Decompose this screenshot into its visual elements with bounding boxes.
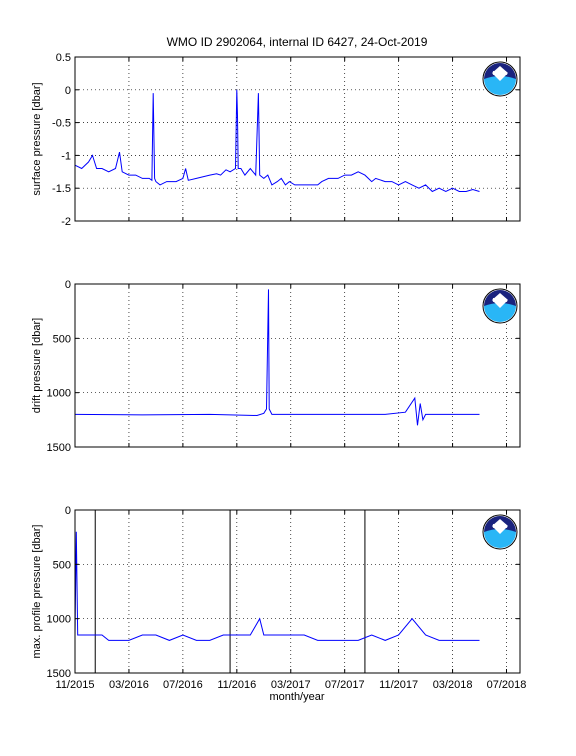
logo-text: NOAA — [493, 298, 508, 304]
y-tick-label: 0 — [65, 279, 71, 291]
plots: 0.5 0 -0.5 -1 -1.5 -2 surface pressure [dbar] N… — [31, 52, 526, 691]
logo-gull — [492, 519, 508, 534]
logo-gull — [492, 293, 508, 308]
series-line — [74, 89, 480, 193]
y-tick-label: -1.5 — [52, 183, 71, 195]
y-axis-label: drift pressure [dbar] — [31, 318, 43, 413]
panel-2: 0 500 1000 1500 drift pressure [dbar] NOAA — [31, 279, 521, 454]
y-tick-label: 0.5 — [56, 52, 71, 64]
noaa-logo-icon: NOAA — [482, 514, 518, 550]
x-tick-label: 03/2018 — [433, 679, 473, 691]
y-tick-label: 0 — [65, 505, 71, 517]
axes-frame — [74, 56, 521, 222]
y-tick-label: 1000 — [47, 614, 71, 626]
x-tick-label: 07/2016 — [163, 679, 203, 691]
logo-bottom — [484, 529, 516, 548]
x-tick-label: 03/2016 — [109, 679, 149, 691]
y-tick-label: 1500 — [47, 668, 71, 680]
x-tick-label: 03/2017 — [271, 679, 311, 691]
figure-title: WMO ID 2902064, internal ID 6427, 24-Oct… — [167, 35, 428, 49]
logo-text: NOAA — [493, 71, 508, 77]
axes-frame — [74, 509, 521, 674]
logo-bottom — [484, 303, 516, 322]
series-line — [74, 531, 480, 641]
y-tick-label: 1500 — [47, 442, 71, 454]
y-tick-label: 1000 — [47, 388, 71, 400]
x-tick-label: 11/2015 — [56, 679, 95, 691]
x-tick-label: 11/2016 — [217, 679, 256, 691]
y-tick-label: -1 — [61, 150, 71, 162]
y-tick-label: -0.5 — [52, 118, 71, 130]
y-tick-label: 500 — [53, 559, 71, 571]
y-tick-label: 0 — [65, 85, 71, 97]
noaa-logo-icon: NOAA — [482, 61, 518, 97]
x-axis-label: month/year — [269, 691, 324, 703]
logo-bottom — [484, 76, 516, 95]
x-tick-label: 11/2017 — [379, 679, 418, 691]
y-tick-label: -2 — [61, 216, 71, 228]
y-axis-label: surface pressure [dbar] — [31, 82, 43, 195]
x-tick-label: 07/2017 — [325, 679, 365, 691]
y-tick-label: 500 — [53, 333, 71, 345]
logo-text: NOAA — [493, 524, 508, 530]
x-tick-label: 07/2018 — [487, 679, 527, 691]
noaa-logo-icon: NOAA — [482, 288, 518, 324]
axes-frame — [74, 283, 521, 448]
series-line — [74, 289, 480, 426]
logo-gull — [492, 66, 508, 81]
y-axis-label: max. profile pressure [dbar] — [31, 525, 43, 659]
panel-1: 0.5 0 -0.5 -1 -1.5 -2 surface pressure [dbar] N… — [31, 52, 521, 228]
